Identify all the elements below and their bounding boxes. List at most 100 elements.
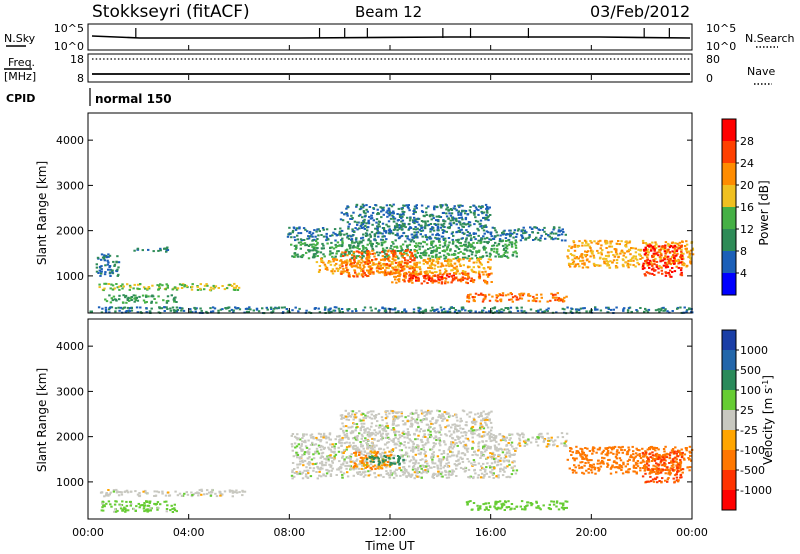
data-cell (437, 438, 440, 441)
data-cell (400, 207, 404, 210)
data-cell (457, 278, 460, 281)
velocity-data (99, 409, 694, 513)
data-cell (319, 433, 322, 436)
data-cell (416, 221, 419, 224)
data-cell (633, 456, 636, 459)
data-cell (339, 255, 343, 258)
data-cell (332, 231, 335, 234)
data-cell (651, 272, 654, 275)
data-cell (354, 444, 357, 447)
data-cell (356, 245, 360, 248)
data-cell (467, 294, 470, 297)
data-cell (169, 509, 172, 512)
data-cell (465, 238, 468, 241)
data-cell (229, 284, 232, 287)
data-cell (473, 211, 476, 214)
data-cell (104, 271, 107, 274)
data-cell (340, 308, 344, 310)
data-cell (439, 306, 443, 309)
data-cell (333, 455, 336, 458)
data-cell (311, 249, 314, 252)
data-cell (333, 264, 337, 267)
data-cell (373, 451, 376, 454)
data-cell (601, 249, 604, 252)
data-cell (436, 262, 440, 265)
data-cell (415, 261, 419, 264)
data-cell (597, 242, 600, 245)
data-cell (269, 306, 273, 309)
data-cell (600, 244, 603, 247)
data-cell (477, 239, 480, 242)
data-cell (169, 309, 172, 312)
data-cell (472, 279, 476, 282)
data-cell (413, 219, 417, 222)
data-cell (599, 264, 602, 267)
data-cell (464, 248, 467, 251)
data-cell (454, 439, 457, 441)
data-cell (119, 285, 123, 287)
data-cell (464, 223, 467, 226)
data-cell (98, 283, 101, 286)
data-cell (389, 454, 392, 457)
data-cell (508, 476, 512, 479)
data-cell (397, 219, 400, 221)
data-cell (345, 266, 348, 269)
data-cell (660, 468, 663, 471)
data-cell (581, 262, 584, 265)
data-cell (147, 504, 151, 507)
data-cell (149, 507, 152, 510)
data-cell (374, 204, 377, 206)
data-cell (441, 231, 445, 234)
data-cell (293, 468, 296, 470)
data-cell (337, 267, 340, 270)
data-cell (116, 286, 119, 289)
data-cell (320, 475, 323, 478)
data-cell (330, 311, 333, 314)
data-cell (367, 464, 370, 467)
data-cell (392, 268, 395, 271)
data-cell (370, 433, 374, 436)
data-cell (361, 250, 364, 253)
data-cell (442, 264, 445, 267)
data-cell (445, 462, 448, 465)
data-cell (425, 261, 428, 263)
data-cell (277, 306, 281, 309)
data-cell (145, 311, 148, 314)
data-cell (561, 228, 564, 231)
data-cell (302, 440, 306, 443)
data-cell (407, 207, 410, 210)
data-cell (448, 310, 452, 313)
data-cell (561, 436, 565, 439)
data-cell (394, 307, 397, 310)
data-cell (510, 243, 513, 246)
data-cell (531, 299, 535, 302)
data-cell (306, 462, 310, 465)
data-cell (349, 455, 353, 458)
data-cell (505, 245, 509, 248)
data-cell (308, 461, 312, 464)
data-cell (486, 433, 489, 436)
data-cell (100, 258, 103, 261)
data-cell (305, 251, 308, 254)
data-cell (482, 309, 485, 312)
data-cell (458, 310, 462, 313)
data-cell (339, 227, 342, 230)
data-cell (496, 248, 499, 251)
data-cell (628, 240, 632, 243)
data-cell (357, 471, 360, 474)
data-cell (301, 437, 304, 439)
data-cell (523, 505, 527, 508)
data-cell (334, 246, 338, 249)
data-cell (303, 242, 307, 245)
data-cell (484, 224, 487, 227)
data-cell (477, 293, 480, 296)
data-cell (410, 459, 413, 462)
data-cell (145, 301, 148, 303)
data-cell (438, 437, 441, 439)
data-cell (476, 259, 479, 261)
data-cell (446, 262, 450, 265)
data-cell (430, 252, 433, 254)
data-cell (587, 461, 590, 464)
data-cell (609, 308, 613, 311)
data-cell (317, 467, 320, 470)
